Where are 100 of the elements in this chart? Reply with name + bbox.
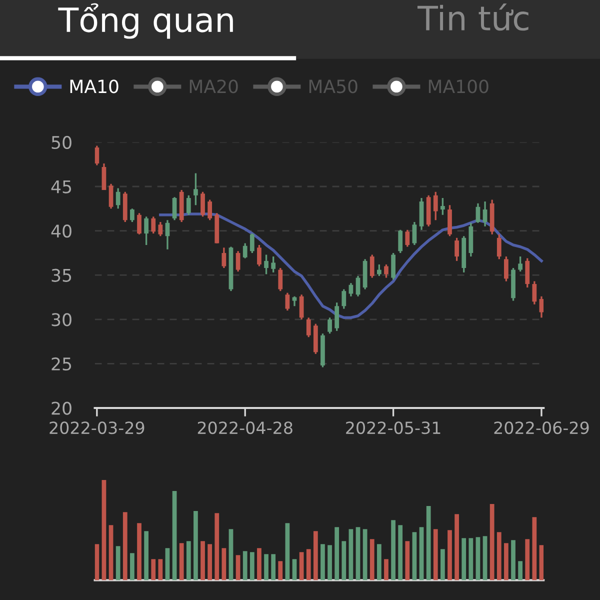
bar (179, 543, 184, 580)
candlestick (342, 288, 346, 310)
bar (539, 545, 544, 580)
candlestick (116, 187, 120, 210)
candlestick (172, 196, 177, 222)
bar (391, 520, 396, 580)
candlestick (285, 292, 290, 312)
bar (525, 539, 530, 580)
bar (440, 549, 445, 580)
bar (194, 511, 198, 580)
candlestick (398, 229, 403, 254)
bar (398, 525, 403, 580)
bar (518, 561, 522, 580)
candlestick (158, 221, 163, 237)
bar (306, 549, 311, 580)
bar (94, 544, 100, 580)
bar (348, 529, 354, 580)
candlestick (370, 254, 374, 279)
bar (342, 541, 346, 580)
bar (356, 527, 360, 580)
candlestick (440, 197, 445, 216)
candlestick (496, 234, 502, 260)
bar (405, 541, 410, 580)
candlestick (412, 221, 417, 246)
bar (278, 561, 283, 580)
bar (476, 537, 480, 580)
bar (370, 539, 374, 580)
bar (482, 536, 488, 580)
y-tick-label: 30 (52, 313, 72, 326)
bar (362, 529, 368, 580)
bar (454, 514, 459, 580)
candlestick (384, 264, 388, 279)
candlestick (257, 244, 262, 268)
bar (328, 545, 332, 580)
candlestick (518, 256, 522, 272)
candlestick (504, 256, 508, 282)
bar (320, 544, 325, 580)
bar (384, 559, 388, 580)
bar (257, 548, 262, 580)
text: Tin tức (417, 4, 528, 31)
candlestick (208, 198, 212, 222)
bar (186, 541, 191, 580)
candlestick (242, 242, 248, 260)
bar (468, 538, 474, 580)
bar (228, 529, 234, 580)
candlestick (200, 190, 205, 218)
candlestick (454, 237, 459, 262)
bar (137, 523, 142, 580)
bar (496, 532, 502, 580)
text: Tổng quan (58, 3, 233, 39)
candlestick (292, 296, 297, 307)
candlestick (539, 296, 544, 318)
x-tick-label: 2022-03-29 (50, 421, 144, 434)
bar (172, 491, 177, 580)
bar (412, 532, 417, 580)
candlestick (236, 250, 240, 272)
candlestick (137, 212, 142, 236)
bar (236, 555, 240, 580)
candlestick (391, 252, 396, 280)
candlestick (271, 256, 276, 274)
candlestick (525, 257, 530, 288)
bar (165, 548, 170, 580)
bar (102, 480, 106, 580)
candlestick (328, 316, 332, 334)
bar (130, 553, 134, 580)
candlestick (405, 229, 410, 248)
bar (200, 541, 205, 580)
y-tick-label: 25 (52, 357, 72, 371)
candlestick (278, 267, 283, 292)
candlestick (186, 194, 191, 216)
candlestick (376, 264, 382, 277)
y-tick-label: 35 (52, 268, 72, 282)
bar (448, 530, 452, 580)
candlestick (334, 302, 340, 332)
candlestick (433, 190, 438, 222)
bar (504, 543, 508, 580)
candlestick (299, 294, 304, 320)
bar (151, 559, 156, 580)
bar (285, 523, 290, 580)
candlestick (482, 200, 488, 228)
bar (116, 546, 120, 580)
y-tick-label: 40 (51, 224, 72, 238)
bar (426, 506, 431, 580)
candlestick (532, 280, 537, 306)
candlestick (476, 202, 480, 224)
bar (122, 512, 128, 580)
bar (376, 544, 382, 580)
bar (222, 548, 226, 580)
candlestick (264, 254, 268, 276)
x-tick-label: 2022-04-28 (198, 421, 292, 434)
bar (242, 551, 248, 580)
legend-label: MA10 (70, 80, 118, 94)
bar (250, 552, 254, 580)
candlestick (102, 162, 106, 191)
bar (292, 559, 297, 580)
bar (490, 504, 494, 580)
y-tick-label: 20 (52, 402, 72, 415)
candlestick (108, 183, 114, 210)
bar (158, 559, 163, 580)
bar (532, 517, 537, 580)
